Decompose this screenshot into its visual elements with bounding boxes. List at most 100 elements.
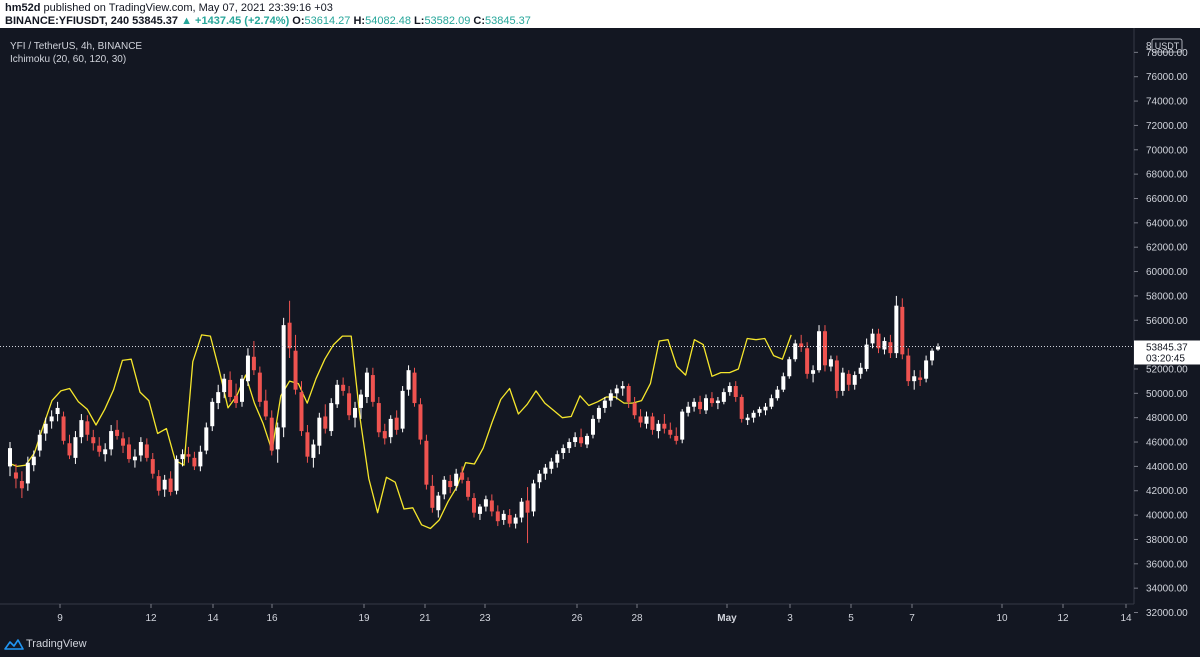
candle-up — [222, 373, 227, 399]
candle-body — [430, 485, 435, 508]
candle-up — [715, 396, 720, 410]
candle-body — [733, 386, 738, 397]
candle-down — [918, 370, 923, 387]
candle-up — [311, 439, 316, 468]
candle-body — [305, 432, 310, 457]
price-tick-label: 44000.00 — [1146, 462, 1188, 473]
currency-badge[interactable]: 8 USDT — [1146, 38, 1183, 53]
candle-body — [662, 423, 667, 429]
price-tick-label: 70000.00 — [1146, 145, 1188, 156]
candle-down — [495, 505, 500, 527]
candle-body — [924, 360, 929, 379]
candle-body — [620, 386, 625, 389]
candle-down — [834, 355, 839, 399]
legend-symbol[interactable]: YFI / TetherUS, 4h, BINANCE — [10, 41, 142, 52]
candle-up — [596, 405, 601, 423]
time-tick-label: 26 — [571, 613, 583, 624]
candle-down — [888, 334, 893, 359]
candle-up — [817, 325, 822, 373]
candle-body — [472, 498, 476, 513]
candle-body — [257, 372, 262, 402]
symbol-interval: BINANCE:YFIUSDT, 240 — [5, 15, 130, 27]
tradingview-logo-icon[interactable] — [4, 639, 24, 651]
candle-body — [67, 443, 72, 456]
candle-body — [918, 377, 923, 380]
candle-up — [614, 384, 619, 400]
candle-up — [513, 513, 518, 529]
candle-body — [43, 423, 48, 434]
candle-up — [180, 449, 185, 467]
candle-body — [763, 406, 768, 411]
candle-body — [543, 467, 548, 474]
candle-body — [704, 398, 708, 411]
candle-down — [662, 414, 667, 434]
time-tick-label: 10 — [996, 613, 1008, 624]
candle-body — [805, 348, 810, 374]
candle-up — [329, 398, 334, 436]
candle-body — [245, 355, 250, 382]
candle-up — [132, 449, 137, 468]
candle-body — [25, 462, 30, 484]
candle-up — [31, 450, 36, 472]
time-tick-label: 23 — [479, 613, 491, 624]
time-axis[interactable]: 9 12 14 16 19 21 23 26 28 May 3 5 7 10 12 14 — [57, 604, 1132, 624]
candle-up — [852, 371, 857, 390]
candle-up — [519, 498, 524, 523]
price-axis[interactable]: 32000.00 34000.00 36000.00 38000.00 40000.00… — [1134, 48, 1188, 619]
candle-down — [257, 366, 262, 407]
candle-body — [858, 367, 863, 374]
candle-body — [400, 390, 405, 429]
candle-body — [602, 400, 607, 408]
candle-body — [745, 417, 750, 421]
candle-down — [579, 428, 584, 447]
price-change: +1437.45 (+2.74%) — [195, 15, 290, 27]
candle-body — [638, 416, 643, 423]
time-tick-label: 12 — [1057, 613, 1069, 624]
candle-body — [317, 417, 322, 446]
candle-up — [704, 394, 708, 415]
candle-up — [543, 463, 548, 480]
time-tick-label: 28 — [631, 613, 643, 624]
price-chart[interactable]: 32000.00 34000.00 36000.00 38000.00 40000.00… — [0, 28, 1200, 632]
candle-body — [537, 473, 542, 483]
candle-down — [263, 389, 268, 421]
candle-down — [144, 438, 149, 462]
author-name[interactable]: hm52d — [5, 2, 41, 14]
candle-down — [168, 471, 173, 496]
candle-body — [323, 416, 328, 429]
candle-down — [418, 398, 423, 445]
candle-up — [602, 396, 607, 413]
time-tick-label: 14 — [1120, 613, 1132, 624]
time-tick-label: 5 — [848, 613, 854, 624]
candle-body — [275, 427, 280, 450]
candle-down — [709, 392, 714, 407]
candle-body — [579, 437, 584, 444]
candle-body — [412, 372, 417, 404]
candle-body — [454, 473, 459, 486]
time-tick-label: May — [717, 613, 737, 624]
price-tick-label: 62000.00 — [1146, 243, 1188, 254]
candle-body — [138, 442, 143, 456]
candle-body — [442, 479, 447, 495]
candle-up — [8, 442, 12, 477]
candle-body — [876, 333, 881, 349]
currency-label: USDT — [1155, 41, 1180, 51]
candle-body — [727, 386, 732, 393]
candle-body — [234, 395, 239, 404]
legend-indicator[interactable]: Ichimoku (20, 60, 120, 30) — [10, 54, 126, 65]
candle-up — [353, 401, 358, 428]
candle-body — [335, 384, 340, 405]
candle-down — [698, 395, 703, 415]
time-tick-label: 16 — [266, 613, 278, 624]
candle-up — [73, 431, 78, 464]
candle-body — [299, 392, 304, 432]
candle-body — [109, 431, 114, 450]
candle-down — [846, 370, 851, 391]
candle-down — [626, 383, 631, 408]
price-tick-label: 76000.00 — [1146, 72, 1188, 83]
candle-body — [460, 472, 465, 480]
tradingview-brand[interactable]: TradingView — [26, 638, 87, 650]
candle-body — [900, 306, 905, 355]
price-axis-bg[interactable] — [1134, 28, 1200, 632]
candle-up — [162, 474, 167, 497]
